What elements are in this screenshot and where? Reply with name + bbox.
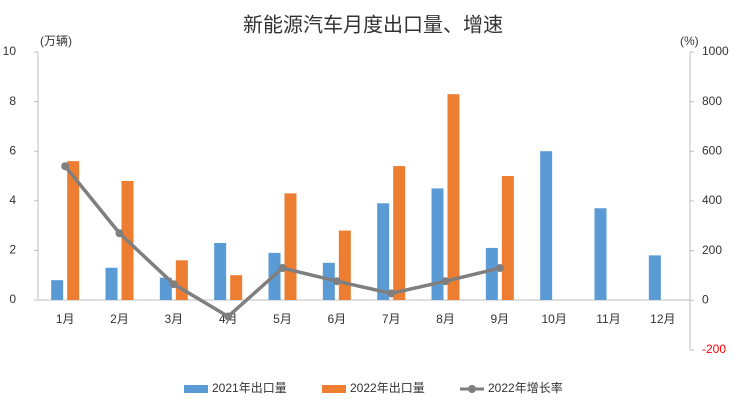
bar — [594, 208, 607, 300]
x-tick-label: 6月 — [327, 312, 346, 326]
x-tick-label: 2月 — [110, 312, 129, 326]
y-axis-label: (万辆) — [40, 34, 72, 48]
legend-label: 2021年出口量 — [212, 381, 287, 395]
bar — [67, 161, 80, 300]
bar — [501, 176, 514, 300]
bar — [485, 247, 498, 300]
x-tick-label: 3月 — [164, 312, 183, 326]
line-marker — [278, 264, 287, 273]
legend-swatch — [468, 385, 476, 393]
x-tick-label: 8月 — [436, 312, 455, 326]
y2-tick-label: 400 — [702, 193, 722, 207]
bar — [284, 193, 297, 300]
y-tick-label: 6 — [9, 143, 16, 157]
y2-tick-label: 600 — [702, 144, 722, 158]
y2-axis-label: (%) — [680, 34, 699, 48]
x-tick-label: 5月 — [273, 312, 292, 326]
bar — [338, 230, 351, 300]
line-marker — [61, 162, 70, 171]
x-tick-label: 1月 — [56, 312, 75, 326]
bar — [648, 255, 661, 300]
y-tick-label: 8 — [9, 94, 16, 108]
bar — [230, 275, 243, 300]
legend-swatch — [184, 385, 208, 393]
bar — [447, 94, 460, 300]
bar — [431, 188, 444, 300]
bar — [322, 262, 335, 300]
x-tick-label: 12月 — [650, 312, 675, 326]
line-marker — [441, 277, 450, 286]
y-tick-label: 2 — [9, 243, 16, 257]
line-marker — [169, 280, 178, 289]
bar — [393, 166, 406, 300]
y2-tick-label: 1000 — [702, 44, 729, 58]
y2-tick-label: 200 — [702, 243, 722, 257]
y-tick-label: 4 — [9, 193, 16, 207]
y-tick-label: 0 — [9, 292, 16, 306]
legend-label: 2022年出口量 — [350, 381, 425, 395]
y2-tick-label: -200 — [702, 342, 726, 356]
bar — [214, 242, 227, 300]
line-marker — [332, 277, 341, 286]
y2-tick-label: 0 — [702, 293, 709, 307]
bar — [105, 267, 118, 300]
line-marker — [387, 289, 396, 298]
x-tick-label: 11月 — [596, 312, 620, 326]
chart-title: 新能源汽车月度出口量、增速 — [243, 13, 503, 36]
x-tick-label: 10月 — [541, 312, 566, 326]
bar — [377, 203, 390, 300]
bar — [51, 280, 64, 300]
line-marker — [115, 229, 124, 238]
y2-tick-label: 800 — [702, 94, 722, 108]
bar — [175, 260, 188, 300]
legend-label: 2022年增长率 — [488, 380, 563, 395]
y-tick-label: 10 — [3, 44, 17, 58]
x-tick-label: 7月 — [382, 312, 401, 326]
bar — [540, 151, 553, 300]
bar — [159, 277, 172, 300]
line-marker — [224, 312, 233, 321]
legend-swatch — [322, 385, 346, 393]
x-tick-label: 9月 — [490, 312, 509, 326]
line-marker — [495, 264, 504, 273]
